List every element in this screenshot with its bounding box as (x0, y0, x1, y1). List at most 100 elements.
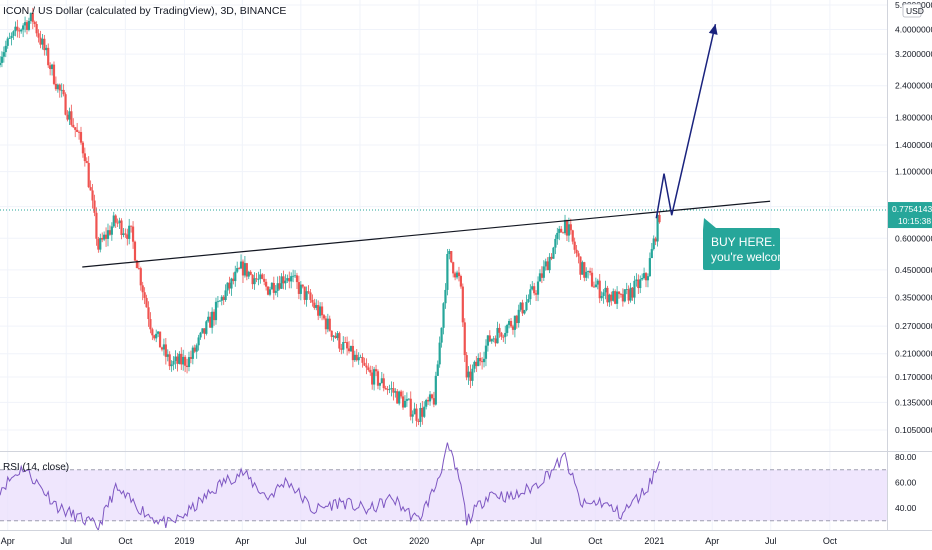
candle (226, 282, 229, 296)
candle (195, 343, 198, 359)
candle (332, 335, 335, 342)
price-tick: 0.27000000 (895, 321, 932, 331)
candle (309, 289, 312, 304)
candle (297, 275, 301, 300)
candle (230, 277, 233, 296)
candle (336, 331, 339, 341)
time-axis[interactable]: Apr Jul Oct 2019 Apr Jul Oct 2020 Apr Jul Oct 2021 A… (0, 530, 932, 547)
buy-here-callout[interactable]: BUY HERE. you're welcome (703, 218, 794, 270)
candle (506, 323, 509, 337)
candle (421, 401, 424, 425)
candle (141, 281, 144, 301)
candle (259, 269, 262, 284)
candle (239, 254, 243, 269)
candle (52, 61, 56, 86)
candle (272, 276, 275, 300)
candle (288, 271, 291, 289)
candle (303, 286, 306, 305)
candle (374, 364, 378, 377)
time-tick: Jul (295, 536, 307, 546)
candle (629, 282, 632, 303)
candle (565, 219, 569, 242)
candle (317, 300, 320, 321)
candle (658, 211, 661, 224)
candle (176, 352, 179, 372)
rsi-pane[interactable]: RSI (14, close) (0, 442, 887, 532)
candle (4, 40, 7, 58)
candle (193, 344, 196, 354)
candle (521, 299, 524, 317)
candle (20, 28, 23, 34)
candle (118, 217, 121, 229)
candle (25, 20, 29, 35)
candle (72, 118, 75, 129)
time-tick: Oct (588, 536, 603, 546)
candle (621, 288, 624, 307)
candle (417, 418, 420, 426)
candle (33, 20, 36, 28)
candle (442, 302, 445, 335)
candle (83, 147, 86, 167)
candle (222, 295, 225, 305)
candle (376, 369, 380, 390)
candle (357, 352, 360, 365)
candle (305, 286, 308, 307)
candle (482, 351, 486, 368)
candle (110, 222, 113, 241)
candle (654, 236, 657, 246)
trendline[interactable] (82, 200, 771, 268)
candle (0, 51, 4, 68)
candle (31, 7, 34, 30)
candle (103, 231, 106, 242)
candle (124, 228, 127, 238)
candle (519, 302, 522, 312)
price-tick: 0.17000000 (895, 372, 932, 382)
currency-badge[interactable] (902, 3, 922, 18)
price-pane[interactable]: ICON / US Dollar (calculated by TradingV… (0, 0, 887, 530)
candle (390, 381, 393, 397)
candle (45, 44, 48, 56)
candle (120, 218, 123, 240)
candle (326, 313, 329, 333)
candle (392, 381, 395, 401)
projection-arrow[interactable] (655, 24, 717, 219)
candle (209, 312, 212, 328)
candle (615, 286, 619, 310)
candle (550, 253, 553, 261)
candle (401, 390, 405, 410)
candle (68, 107, 71, 126)
candle (172, 356, 175, 371)
time-tick: Oct (823, 536, 838, 546)
candle (477, 353, 480, 367)
candle (342, 336, 345, 354)
candle (311, 294, 314, 307)
candle (81, 141, 85, 158)
candle (203, 328, 206, 340)
time-tick: Apr (1, 536, 15, 546)
candle (131, 221, 135, 249)
candle (581, 260, 584, 275)
candle (454, 271, 457, 281)
candle (425, 398, 428, 410)
candle (114, 214, 117, 228)
candle (37, 29, 40, 43)
time-tick: Apr (235, 536, 249, 546)
price-tick: 2.40000000 (895, 81, 932, 91)
candle (384, 385, 387, 390)
candle (276, 276, 279, 298)
price-axis[interactable]: 5.000000004.000000003.200000002.40000000… (887, 0, 932, 530)
candle (189, 350, 193, 364)
candle (22, 23, 25, 38)
candle (238, 266, 241, 270)
candle (249, 270, 252, 276)
candle (602, 289, 605, 304)
candle (567, 217, 570, 243)
candle (556, 227, 559, 245)
candle (444, 283, 447, 309)
candle (577, 250, 580, 264)
candle (481, 357, 484, 370)
candle (394, 388, 397, 398)
candle (18, 27, 21, 39)
candle (245, 262, 248, 281)
